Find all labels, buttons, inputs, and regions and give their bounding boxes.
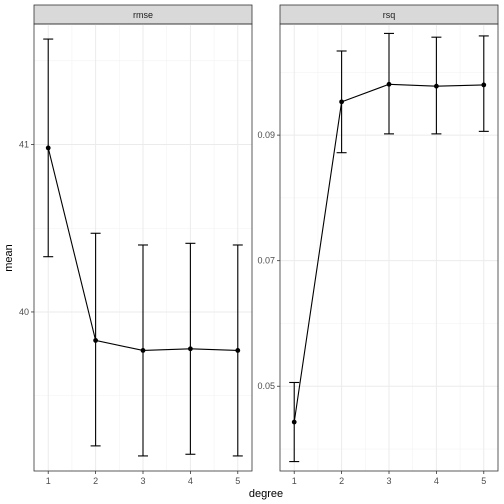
- data-point: [386, 81, 392, 87]
- facet-strip-label: rmse: [133, 10, 153, 20]
- y-tick-label: 0.09: [257, 130, 275, 140]
- y-tick-label: 40: [19, 307, 29, 317]
- y-tick-label: 0.07: [257, 256, 275, 266]
- x-axis-title: degree: [249, 488, 283, 500]
- x-tick-label: 1: [46, 476, 51, 486]
- data-point: [140, 348, 146, 353]
- data-point: [93, 338, 99, 343]
- x-tick-label: 5: [235, 476, 240, 486]
- y-axis-title: mean: [3, 244, 15, 272]
- facet-rsq: rsq 0.05 0.07 0.09 1 2 3 4 5: [257, 4, 499, 486]
- facet-panels: rmse 40 41 1 2 3 4 5 rsq 0.05 0.07 0.09 1 2 3 4 5: [19, 4, 499, 486]
- data-point: [291, 419, 297, 425]
- facet-strip-label: rsq: [383, 10, 396, 20]
- x-tick-label: 3: [386, 476, 391, 486]
- data-point: [187, 346, 193, 352]
- x-tick-label: 2: [93, 476, 98, 486]
- x-tick-label: 5: [481, 476, 486, 486]
- x-tick-label: 4: [434, 476, 439, 486]
- facet-rmse: rmse 40 41 1 2 3 4 5: [19, 4, 253, 486]
- data-point: [339, 99, 345, 105]
- x-tick-label: 2: [339, 476, 344, 486]
- data-point: [481, 82, 487, 88]
- x-tick-label: 1: [292, 476, 297, 486]
- data-point: [45, 145, 51, 151]
- data-point: [235, 348, 241, 353]
- y-tick-label: 41: [19, 140, 29, 150]
- data-point: [433, 83, 439, 89]
- x-tick-label: 3: [140, 476, 145, 486]
- x-tick-label: 4: [188, 476, 193, 486]
- y-tick-label: 0.05: [257, 381, 275, 391]
